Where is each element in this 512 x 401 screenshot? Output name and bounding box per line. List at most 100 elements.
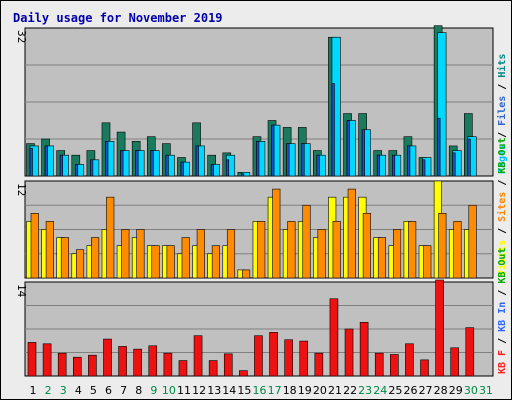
x-tick-label-day-31: 31 [479,384,493,397]
x-tick-label-day-30: 30 [464,384,478,397]
bar-files-day-17 [271,124,275,177]
bar-files-day-18 [286,143,290,177]
x-axis-day-labels: 1 2 3 4 5 6 7 8 9 10 11 12 13 14 15 16 17 18 19 20 21 22 23 24 2… [30,384,493,397]
x-tick-label-day-14: 14 [222,384,236,397]
x-tick-label-day-9: 9 [150,384,157,397]
bar-kbf-day-1 [27,342,37,377]
panel-bottom: 14 KB F / KB In / KB Out [15,248,508,377]
legend-part-3: / [497,284,508,302]
bar-files-day-8 [135,150,139,177]
bar-files-day-23 [361,129,365,177]
bar-sites-day-20 [317,229,326,279]
bar-kbf-day-7 [118,346,127,377]
legend-part-1: / [497,126,508,144]
bar-kbf-day-17 [269,332,278,377]
x-tick-label-day-15: 15 [237,384,251,397]
bar-files-day-21 [331,83,335,177]
bar-kbf-day-10 [163,352,173,377]
bar-kbf-day-26 [405,343,414,377]
legend-part-0: Pages [497,144,508,174]
bar-sites-day-12 [196,229,205,279]
bar-sites-day-10 [166,245,175,279]
x-tick-label-day-6: 6 [105,384,112,397]
bar-sites-day-14 [226,229,236,279]
bar-kbf-day-11 [178,360,188,377]
bar-files-day-19 [301,143,305,177]
bar-kbf-day-29 [450,347,460,377]
chart-title: Daily usage for November 2019 [13,11,223,25]
panel-bottom-legend: KB F / KB In / KB Out [497,248,508,374]
bar-kbf-day-18 [284,339,293,377]
bar-sites-day-30 [468,204,477,279]
bar-sites-day-7 [121,229,130,279]
bar-sites-day-29 [453,221,462,279]
bar-files-day-9 [150,150,154,177]
bar-kbf-day-9 [148,345,158,377]
chart-panels: 32 Pages / Files / Hits 12 Visits / Sites /… [15,25,508,377]
panel-top: 32 Pages / Files / Hits [15,25,508,177]
bar-sites-day-23 [362,213,371,279]
bar-sites-day-24 [377,237,387,279]
bar-sites-day-4 [75,249,85,279]
panel-top-ymax-label: 32 [15,30,28,43]
bar-kbf-day-3 [57,352,67,377]
bar-kbf-day-27 [420,359,429,377]
bar-files-day-3 [59,154,63,177]
legend-part-3: / [497,78,508,96]
bar-files-day-28 [437,117,441,177]
x-tick-label-day-21: 21 [328,384,342,397]
x-tick-label-day-16: 16 [253,384,267,397]
bar-files-day-1 [29,147,33,177]
legend-part-2: Sites [496,192,508,222]
legend-part-2: KB In [497,302,508,332]
bar-kbf-day-8 [133,348,142,377]
bar-pages-day-28 [437,32,447,177]
legend-part-3: / [497,174,508,192]
legend-part-2: Files [496,96,508,126]
x-tick-label-day-13: 13 [207,384,221,397]
bar-sites-day-6 [106,196,115,279]
panel-middle-ymax-label: 12 [15,183,28,196]
bar-files-day-13 [210,164,214,177]
x-tick-label-day-17: 17 [268,384,282,397]
bar-sites-day-28 [438,213,447,279]
legend-part-0: Visits [496,240,508,276]
bar-kbf-day-6 [103,338,112,377]
panel-bottom-ymax-label: 14 [15,284,28,298]
x-tick-label-day-27: 27 [419,384,433,397]
bar-kbf-day-20 [314,352,324,377]
x-tick-label-day-11: 11 [177,384,191,397]
bar-kbf-day-4 [72,356,82,377]
bar-files-day-24 [376,154,381,177]
bar-kbf-day-12 [193,335,203,377]
bar-files-day-11 [180,161,184,177]
bar-files-day-27 [422,159,426,177]
x-tick-label-day-4: 4 [75,384,82,397]
bar-sites-day-25 [393,229,402,279]
bar-kbf-day-28 [435,279,444,377]
bar-files-day-29 [452,152,456,177]
x-tick-label-day-1: 1 [30,384,37,397]
bar-files-day-12 [195,145,199,177]
x-tick-label-day-22: 22 [343,384,357,397]
x-tick-label-day-29: 29 [449,384,463,397]
bar-files-day-2 [44,145,48,177]
bar-kbf-day-13 [208,360,218,377]
bar-kbf-day-5 [88,354,97,377]
bar-files-day-15 [241,173,245,177]
x-tick-label-day-20: 20 [313,384,327,397]
x-tick-label-day-25: 25 [388,384,402,397]
bar-files-day-30 [467,138,471,177]
bar-files-day-16 [256,141,260,177]
x-tick-label-day-8: 8 [135,384,142,397]
bar-sites-day-18 [287,221,296,279]
panel-top-legend: Pages / Files / Hits [496,54,508,174]
bar-sites-day-19 [302,204,311,279]
bar-sites-day-15 [242,269,251,279]
bar-files-day-22 [346,120,350,177]
bar-sites-day-16 [257,221,266,279]
bar-files-day-4 [74,164,79,177]
bar-kbf-day-24 [374,352,384,377]
x-tick-label-day-26: 26 [403,384,417,397]
